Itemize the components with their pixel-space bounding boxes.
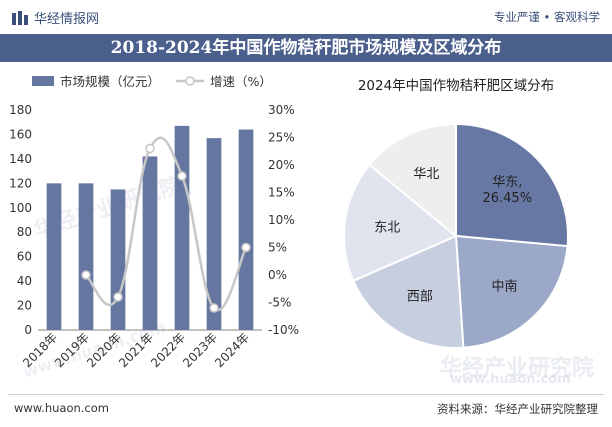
slogan: 专业严谨 • 客观科学 [493,10,600,24]
x-tick-label: 2020年 [84,330,124,370]
y-left-tick-label: 120 [9,176,32,190]
y-left-tick-label: 0 [24,323,32,337]
legend-line-marker [185,76,195,86]
pie-slice-label: 东北 [374,220,400,235]
footer-website: www.huaon.com [14,401,109,415]
pie-title: 2024年中国作物秸秆肥区域分布 [358,78,554,94]
y-right-tick-label: 0% [268,268,287,282]
y-right-tick-label: 15% [268,186,295,200]
combo-chart: 市场规模（亿元） 增速（%） 0 20 40 60 80 100 120 140 160 180 -10… [9,74,299,370]
footer-divider [8,394,604,395]
brand: 华经情报网 [12,8,99,27]
growth-point [241,242,251,253]
bar [78,183,94,330]
bar [238,129,254,330]
y-right-tick-label: -10% [268,323,299,337]
x-tick-label: 2024年 [212,330,252,370]
growth-point [81,270,91,280]
y-left-tick-label: 40 [17,274,32,288]
y-left-tick-label: 180 [9,103,32,117]
legend-label-line: 增速（%） [210,74,272,89]
y-right-tick-label: 10% [268,213,295,227]
x-tick-label: 2023年 [180,330,220,370]
y-left-tick-label: 80 [17,225,32,239]
growth-point [113,292,123,302]
brand-logo-icon [12,10,28,25]
y-left-tick-label: 160 [9,127,32,141]
pie-slice [352,234,465,349]
pie-slice-label: 华东, 26.45% [482,175,532,206]
x-tick-label: 2021年 [116,330,156,370]
x-tick-label: 2019年 [52,330,92,370]
growth-point [209,303,219,313]
bar [142,156,158,330]
bar [206,138,222,330]
legend-label-bar: 市场规模（亿元） [60,74,160,89]
pie-slice-label: 西部 [407,289,433,304]
growth-line [85,136,248,312]
y-right-tick-label: 25% [268,131,295,145]
y-right-tick-label: 30% [268,103,295,117]
pie-slice [455,122,569,248]
pie-slice-label: 华北 [413,167,439,182]
bar [46,183,62,330]
y-right-tick-label: 20% [268,158,295,172]
y-left-tick-label: 100 [9,201,32,215]
y-left-tick-label: 140 [9,152,32,166]
bar [110,189,126,330]
pie-slice-label: 中南 [491,279,517,295]
pie-slice [368,122,457,239]
y-right-tick-label: 5% [268,241,287,255]
y-left-tick-label: 60 [17,250,32,264]
legend-bar-swatch [32,76,54,86]
growth-point [145,143,155,154]
brand-name: 华经情报网 [34,12,100,27]
pie-slice [454,234,569,349]
pie-slice [343,163,458,283]
footer-source: 资料来源：华经产业研究院整理 [437,402,598,416]
bar [174,125,190,330]
y-right-tick-label: -5% [268,296,291,310]
x-tick-label: 2022年 [148,330,188,370]
top-bar: 华经情报网 专业严谨 • 客观科学 [0,0,612,34]
growth-point [177,171,187,181]
page-title: 2018-2024年中国作物秸秆肥市场规模及区域分布 [0,34,612,62]
y-left-tick-label: 20 [17,299,32,313]
